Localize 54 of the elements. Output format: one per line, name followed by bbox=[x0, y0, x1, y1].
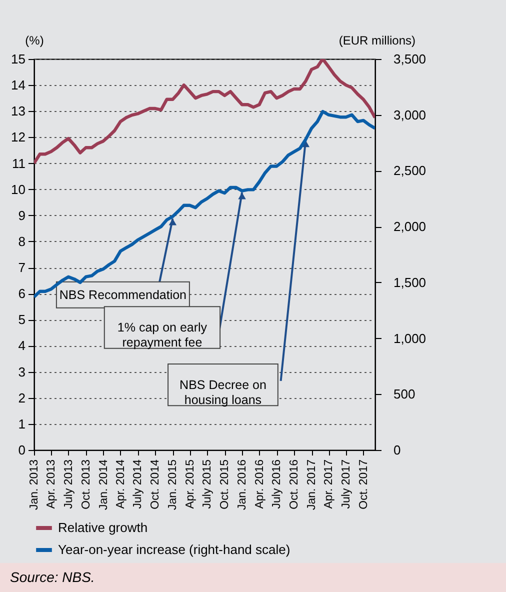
legend-label: Year-on-year increase (right-hand scale) bbox=[58, 542, 290, 557]
x-tick-label: Jan. 2016 bbox=[236, 460, 249, 510]
y2-tick-label: 1,000 bbox=[394, 330, 426, 346]
x-tick-label: Apr. 2013 bbox=[46, 460, 58, 509]
y2-tick-label: 1,500 bbox=[394, 274, 426, 290]
annotation: NBS Decree on housing loans bbox=[180, 378, 266, 407]
x-tick-label: July 2016 bbox=[271, 460, 284, 509]
y2-tick-label: 2,000 bbox=[394, 219, 426, 234]
x-tick-label: July 2015 bbox=[202, 460, 214, 509]
y-tick-label: 12 bbox=[11, 130, 26, 145]
y-axis-title: (%) bbox=[25, 34, 44, 48]
y-tick-label: 8 bbox=[18, 234, 26, 249]
legend-label: Relative growth bbox=[58, 520, 148, 535]
y2-tick-label: 500 bbox=[394, 386, 416, 402]
x-tick-label: Apr. 2016 bbox=[254, 460, 266, 509]
x-tick-label: July 2014 bbox=[132, 458, 144, 509]
y-tick-label: 7 bbox=[18, 260, 26, 276]
x-tick-label: Apr. 2014 bbox=[114, 458, 127, 509]
y-tick-label: 0 bbox=[18, 442, 26, 458]
y-tick-label: 10 bbox=[11, 182, 26, 197]
x-tick-label: Apr. 2015 bbox=[184, 460, 196, 509]
x-tick-label: Jan. 2017 bbox=[306, 460, 318, 510]
y2-tick-label: 2,500 bbox=[394, 163, 426, 178]
source-note: Source: NBS. bbox=[0, 563, 506, 592]
x-tick-label: July 2017 bbox=[340, 460, 352, 509]
y-tick-label: 2 bbox=[18, 390, 26, 406]
y-tick-label: 9 bbox=[18, 208, 26, 223]
y-tick-label: 15 bbox=[11, 52, 26, 66]
x-tick-label: Jan. 2014 bbox=[98, 458, 110, 510]
x-tick-label: Oct. 2016 bbox=[288, 460, 301, 510]
line-series bbox=[34, 110, 375, 299]
y2-axis-title: (EUR millions) bbox=[338, 34, 416, 48]
y-tick-label: 1 bbox=[18, 416, 26, 432]
x-tick-label: Oct. 2014 bbox=[150, 458, 162, 510]
x-tick-label: Oct. 2017 bbox=[358, 460, 370, 510]
x-tick-label: Oct. 2015 bbox=[219, 460, 232, 510]
y-tick-label: 14 bbox=[11, 78, 26, 93]
annotation: NBS Recommendation bbox=[59, 288, 187, 302]
y-tick-label: 6 bbox=[18, 286, 26, 302]
x-tick-label: July 2013 bbox=[62, 460, 75, 509]
y-tick-label: 13 bbox=[11, 104, 26, 119]
y-tick-label: 5 bbox=[18, 312, 26, 328]
x-tick-label: Jan. 2015 bbox=[167, 460, 180, 510]
y2-tick-label: 3,500 bbox=[394, 52, 426, 66]
y2-tick-label: 0 bbox=[394, 442, 401, 458]
y-tick-label: 3 bbox=[18, 364, 26, 380]
x-tick-label: Jan. 2013 bbox=[28, 460, 40, 510]
x-tick-label: Oct. 2013 bbox=[80, 460, 92, 510]
x-tick-label: Apr. 2017 bbox=[323, 460, 336, 509]
y2-tick-label: 3,000 bbox=[394, 107, 426, 122]
line-series bbox=[34, 59, 375, 165]
y-tick-label: 11 bbox=[12, 156, 26, 171]
annotation: 1% cap on early repayment fee bbox=[117, 320, 208, 350]
y-tick-label: 4 bbox=[18, 338, 26, 354]
